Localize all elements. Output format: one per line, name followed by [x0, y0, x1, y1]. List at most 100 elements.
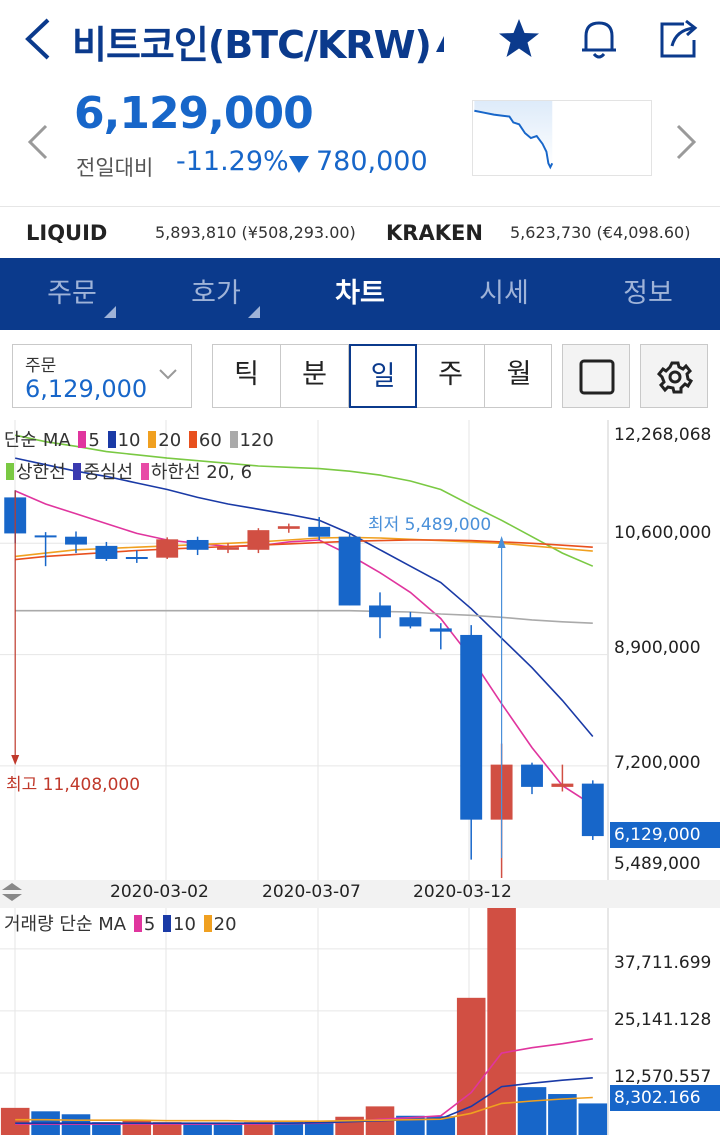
volume-bar [578, 1103, 608, 1135]
tab-label: 시세 [479, 278, 529, 309]
ma-legend-title: 단순 MA [4, 430, 71, 451]
change-amount: 780,000 [316, 146, 428, 177]
volume-bar [274, 1122, 304, 1135]
legend-swatch [78, 431, 87, 448]
period-tick[interactable]: 틱 [213, 344, 281, 408]
tab-label: 주문 [47, 278, 97, 309]
next-coin-icon[interactable] [674, 122, 698, 162]
price-axis-label: 7,200,000 [614, 753, 701, 773]
candle-body [369, 605, 391, 618]
vol-ma-5-label: 5 [143, 914, 156, 935]
submenu-corner-icon [248, 306, 260, 318]
tab-info[interactable]: 정보 [576, 258, 720, 330]
date-label: 2020-03-12 [413, 882, 512, 902]
ma-line-120 [15, 609, 593, 624]
ma-120-label: 120 [239, 430, 274, 451]
star-icon[interactable] [496, 16, 542, 62]
date-label: 2020-03-07 [262, 882, 361, 902]
price-axis-label: 12,268,068 [614, 425, 712, 445]
price-chart-area[interactable]: 단순 MA 5 10 20 60 120 상한선 중심선 하한선 20, 6 1… [0, 420, 720, 1135]
square-icon [579, 359, 615, 395]
share-icon[interactable] [656, 16, 702, 62]
candle-body [125, 557, 148, 560]
volume-bar [244, 1122, 273, 1135]
ma-5-label: 5 [88, 430, 100, 451]
volume-legend-title: 거래량 단순 MA [4, 914, 127, 935]
legend-swatch [203, 915, 212, 932]
candle-body [95, 545, 118, 559]
submenu-corner-icon [104, 306, 116, 318]
back-arrow-icon[interactable] [20, 14, 60, 64]
volume-ma-line-10 [15, 1077, 593, 1125]
order-value: 6,129,000 [25, 375, 148, 403]
current-price: 6,129,000 [74, 88, 314, 139]
volume-axis-label: 25,141.128 [614, 1010, 712, 1030]
period-minute[interactable]: 분 [281, 344, 349, 408]
tab-label: 차트 [335, 278, 385, 309]
tab-label: 정보 [623, 278, 673, 309]
chevron-down-icon [159, 369, 177, 380]
candle-body [247, 530, 270, 550]
candle-body [551, 783, 574, 787]
tab-orderbook[interactable]: 호가 [144, 258, 288, 330]
exchange-prices: LIQUID 5,893,810 (¥508,293.00) KRAKEN 5,… [0, 206, 720, 258]
current-volume-tag: 8,302.166 [610, 1085, 720, 1111]
period-day[interactable]: 일 [349, 344, 417, 408]
candle-body [581, 783, 604, 837]
candle-body [460, 634, 483, 820]
legend-swatch [133, 915, 142, 932]
candle-body [308, 526, 331, 537]
volume-bar [0, 1107, 30, 1135]
candle-body [277, 526, 300, 529]
ma-line-5 [14, 490, 594, 806]
tab-label: 호가 [191, 278, 241, 309]
change-percent: -11.29% [176, 146, 289, 177]
candle-body [186, 539, 209, 550]
legend-swatch [140, 463, 149, 480]
legend-swatch [188, 431, 197, 448]
high-annotation: 최고 11,408,000 [6, 775, 141, 795]
legend-swatch [148, 431, 157, 448]
chart-settings-button[interactable] [640, 344, 708, 408]
tab-chart[interactable]: 차트 [288, 258, 432, 330]
volume-bar [426, 1116, 456, 1135]
period-month[interactable]: 월 [506, 359, 532, 390]
volume-bar [213, 1123, 243, 1135]
ma-60-label: 60 [198, 430, 222, 451]
price-axis-label: 8,900,000 [614, 638, 701, 658]
candle-body [338, 536, 361, 606]
tab-market-price[interactable]: 시세 [432, 258, 576, 330]
legend-swatch [6, 463, 14, 480]
exchange-value: 5,623,730 (€4,098.60) [510, 223, 691, 242]
volume-bar [183, 1123, 212, 1135]
down-triangle-icon [289, 156, 309, 173]
fullscreen-button[interactable] [562, 344, 630, 408]
candle-body [65, 536, 87, 545]
ma-20-label: 20 [158, 430, 182, 451]
ma-line-10 [15, 457, 594, 738]
volume-bar [304, 1121, 334, 1135]
order-price-selector[interactable]: 주문 6,129,000 [12, 344, 192, 408]
candle-body [429, 628, 452, 632]
coin-selector-caret-icon[interactable] [436, 36, 444, 52]
tab-order[interactable]: 주문 [0, 258, 144, 330]
legend-swatch [107, 431, 116, 448]
bell-icon[interactable] [576, 16, 622, 62]
low-annotation: 최저 5,489,000 [368, 515, 492, 535]
date-axis: 2020-03-02 2020-03-07 2020-03-12 [0, 880, 720, 908]
period-week[interactable]: 주 [417, 344, 485, 408]
volume-bar [517, 1087, 547, 1135]
bollinger-legend: 상한선 중심선 하한선 20, 6 [4, 458, 252, 484]
legend-swatch [229, 431, 238, 448]
resize-handle-icon[interactable] [0, 880, 24, 904]
volume-bar [92, 1122, 121, 1135]
mini-price-chart[interactable] [472, 100, 652, 176]
vol-ma-20-label: 20 [213, 914, 237, 935]
coin-title[interactable]: 비트코인(BTC/KRW) [72, 23, 432, 67]
low-marker-arrow [497, 536, 506, 548]
exchange-value: 5,893,810 (¥508,293.00) [155, 223, 356, 242]
candlestick-chart[interactable] [0, 420, 720, 1135]
previous-coin-icon[interactable] [26, 122, 50, 162]
ma-legend: 단순 MA 5 10 20 60 120 [4, 426, 274, 452]
band-upper-line [15, 434, 594, 567]
